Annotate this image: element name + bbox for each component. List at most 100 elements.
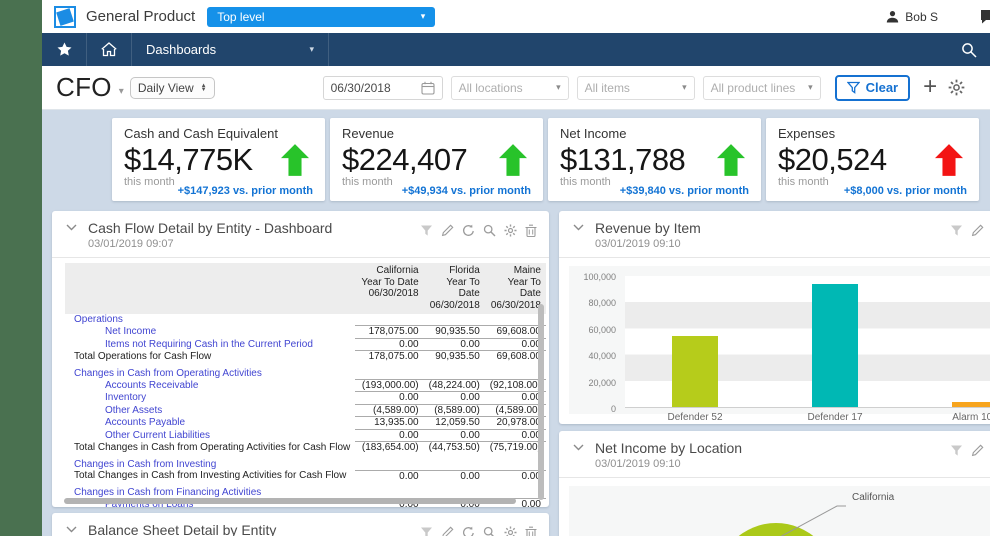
zoom-icon[interactable] (483, 224, 496, 237)
callout-leader-line (749, 494, 849, 536)
account-link[interactable]: Changes in Cash from Investing (65, 459, 355, 471)
y-tick-label: 100,000 (583, 272, 616, 282)
clear-filters-button[interactable]: Clear (835, 75, 911, 101)
table-cell (485, 368, 546, 380)
product-lines-filter-placeholder: All product lines (711, 81, 796, 95)
account-link[interactable]: Items not Requiring Cash in the Current … (65, 338, 355, 351)
bar-defender-17[interactable] (812, 284, 858, 407)
panel-action-icons (950, 220, 990, 237)
filter-icon[interactable] (950, 444, 963, 457)
y-tick-label: 40,000 (588, 351, 616, 361)
panel-title: Cash Flow Detail by Entity - Dashboard (88, 220, 332, 236)
zoom-icon[interactable] (483, 526, 496, 536)
delete-icon[interactable] (525, 224, 537, 237)
view-selector-value: Daily View (138, 81, 194, 95)
row-label: Total Changes in Cash from Investing Act… (65, 470, 355, 482)
account-link[interactable]: Changes in Cash from Operating Activitie… (65, 368, 355, 380)
app-logo-icon (54, 6, 76, 28)
kpi-card-revenue[interactable]: Revenue $224,407 this month +$49,934 vs.… (330, 118, 543, 201)
locations-filter-placeholder: All locations (459, 81, 523, 95)
chat-icon[interactable] (980, 9, 990, 24)
table-cell: 178,075.00 (355, 351, 423, 363)
view-selector[interactable]: Daily View ▲▼ (130, 77, 215, 99)
product-name: General Product (86, 8, 195, 25)
table-cell: 0.00 (355, 392, 423, 405)
panel-timestamp: 03/01/2019 09:10 (595, 238, 701, 250)
items-filter[interactable]: All items ▾ (577, 76, 695, 100)
table-row: Accounts Payable13,935.0012,059.5020,978… (65, 417, 546, 430)
table-row: Other Assets(4,589.00)(8,589.00)(4,589.0… (65, 404, 546, 417)
chevron-down-icon: ▾ (682, 82, 687, 93)
table-cell (424, 368, 485, 380)
home-icon[interactable] (87, 33, 131, 66)
search-icon[interactable] (961, 42, 990, 58)
collapse-chevron-icon[interactable] (573, 444, 584, 451)
refresh-icon[interactable] (462, 526, 475, 536)
account-link[interactable]: Accounts Payable (65, 417, 355, 430)
edit-icon[interactable] (971, 224, 984, 237)
collapse-chevron-icon[interactable] (573, 224, 584, 231)
top-header: General Product Top level ▾ Bob S (42, 0, 990, 33)
account-link[interactable]: Changes in Cash from Financing Activitie… (65, 487, 355, 499)
edit-icon[interactable] (441, 526, 454, 536)
locations-filter[interactable]: All locations ▾ (451, 76, 569, 100)
x-tick-label: Defender 17 (765, 412, 905, 423)
table-cell (355, 459, 423, 471)
account-link[interactable]: Net Income (65, 326, 355, 339)
bar-defender-52[interactable] (672, 336, 718, 407)
dashboard-settings-icon[interactable] (948, 79, 965, 96)
edit-icon[interactable] (441, 224, 454, 237)
entity-selector-button[interactable]: Top level ▾ (207, 7, 435, 27)
horizontal-scrollbar[interactable] (64, 498, 516, 504)
collapse-chevron-icon[interactable] (66, 526, 77, 533)
filter-icon[interactable] (950, 224, 963, 237)
kpi-value: $14,775K (124, 142, 253, 178)
account-link[interactable]: Accounts Receivable (65, 379, 355, 392)
panels-area: Cash Flow Detail by Entity - Dashboard 0… (52, 211, 990, 536)
entity-selector-label: Top level (217, 10, 264, 24)
kpi-value: $131,788 (560, 142, 685, 178)
user-menu[interactable]: Bob S (886, 10, 938, 24)
kpi-title: Net Income (560, 126, 749, 141)
y-tick-label: 20,000 (588, 378, 616, 388)
table-row: Changes in Cash from Financing Activitie… (65, 487, 546, 499)
product-lines-filter[interactable]: All product lines ▾ (703, 76, 821, 100)
table-cell: 69,608.00 (485, 351, 546, 363)
nav-menu-label: Dashboards (146, 42, 216, 57)
column-header (65, 263, 355, 314)
settings-icon[interactable] (504, 224, 517, 237)
edit-icon[interactable] (971, 444, 984, 457)
settings-icon[interactable] (504, 526, 517, 536)
bar-alarm-101[interactable] (952, 402, 990, 407)
bar-chart: 100,00080,00060,00040,00020,0000 Defende… (569, 266, 990, 414)
x-tick-label: Defender 52 (625, 412, 765, 423)
refresh-icon[interactable] (462, 224, 475, 237)
bar-plot (625, 276, 990, 408)
table-cell: 0.00 (355, 470, 423, 482)
table-cell: 12,059.50 (424, 417, 485, 430)
table-row: Inventory0.000.000.00 (65, 392, 546, 405)
date-input[interactable]: 06/30/2018 (323, 76, 443, 100)
favorites-star-icon[interactable] (42, 33, 86, 66)
panel-action-icons (420, 220, 537, 237)
delete-icon[interactable] (525, 526, 537, 536)
dashboard-content: Cash and Cash Equivalent $14,775K this m… (42, 110, 990, 536)
table-row: Items not Requiring Cash in the Current … (65, 338, 546, 351)
collapse-chevron-icon[interactable] (66, 224, 77, 231)
kpi-card-cash[interactable]: Cash and Cash Equivalent $14,775K this m… (112, 118, 325, 201)
pie-slice-label: California (852, 492, 894, 503)
account-link[interactable]: Other Current Liabilities (65, 429, 355, 442)
filter-icon[interactable] (420, 526, 433, 536)
nav-menu-dashboards[interactable]: Dashboards ▾ (132, 33, 328, 66)
panel-action-icons (950, 440, 990, 457)
add-component-button[interactable]: + (923, 73, 937, 101)
chevron-down-icon[interactable]: ▾ (119, 86, 124, 97)
vertical-scrollbar[interactable] (538, 304, 544, 500)
account-link[interactable]: Operations (65, 314, 355, 326)
account-link[interactable]: Other Assets (65, 404, 355, 417)
filter-icon (847, 81, 860, 94)
kpi-card-expenses[interactable]: Expenses $20,524 this month +$8,000 vs. … (766, 118, 979, 201)
kpi-card-net-income[interactable]: Net Income $131,788 this month +$39,840 … (548, 118, 761, 201)
account-link[interactable]: Inventory (65, 392, 355, 405)
filter-icon[interactable] (420, 224, 433, 237)
